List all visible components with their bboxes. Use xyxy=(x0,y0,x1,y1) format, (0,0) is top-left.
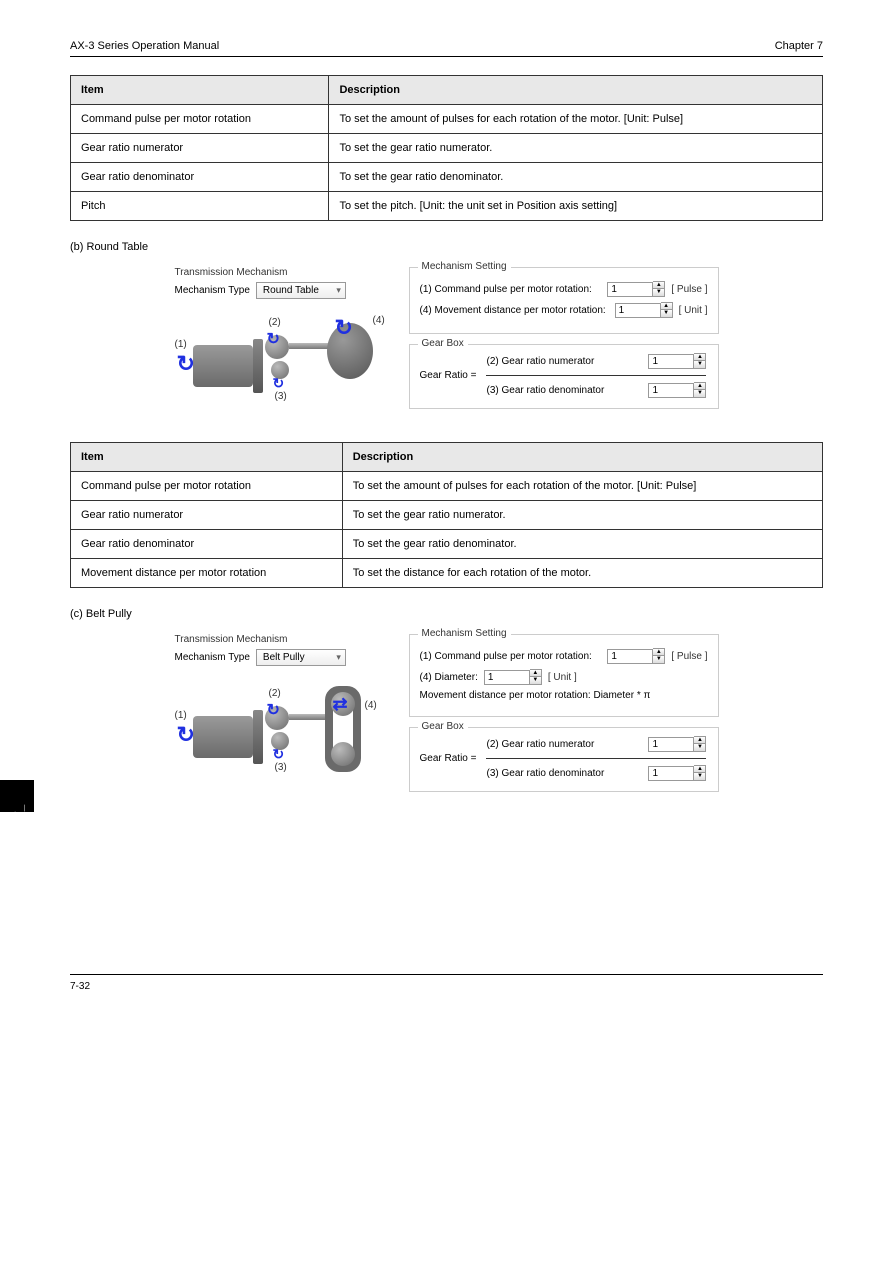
t2-r3a: Gear ratio denominator xyxy=(71,530,343,559)
p1-l2: (4) Movement distance per motor rotation… xyxy=(420,305,609,316)
p2-mt-label: Mechanism Type xyxy=(175,652,250,663)
p2-gear-num-spinner[interactable]: ▲▼ xyxy=(648,736,706,752)
p1-cmd-pulse-spinner[interactable]: ▲▼ xyxy=(607,281,665,297)
t1-r4a: Pitch xyxy=(71,192,329,221)
p2-gear-ratio-label: Gear Ratio = xyxy=(420,753,477,764)
t1-r1a: Command pulse per motor rotation xyxy=(71,105,329,134)
p2-gear-den-spinner[interactable]: ▲▼ xyxy=(648,765,706,781)
t1-r2a: Gear ratio numerator xyxy=(71,134,329,163)
p2-mechanism-setting: Mechanism Setting (1) Command pulse per … xyxy=(409,634,719,717)
p1-gear-num-spinner[interactable]: ▲▼ xyxy=(648,353,706,369)
p1-gear-ratio-label: Gear Ratio = xyxy=(420,370,477,381)
t1-r1b: To set the amount of pulses for each rot… xyxy=(329,105,823,134)
p2-note: Movement distance per motor rotation: Di… xyxy=(420,690,651,701)
p2-l2: (4) Diameter: xyxy=(420,672,478,683)
round-table-diagram: ↻ ↻ ↻ ↻ (1) (2) (3) (4) xyxy=(175,305,385,420)
t1-r2b: To set the gear ratio numerator. xyxy=(329,134,823,163)
chapter-tab: 7_ xyxy=(0,780,34,812)
p2-gear-box: Gear Box Gear Ratio = (2) Gear ratio num… xyxy=(409,727,719,792)
t2-r4b: To set the distance for each rotation of… xyxy=(342,559,822,588)
p1-move-dist-spinner[interactable]: ▲▼ xyxy=(615,302,673,318)
p1-gear-den-spinner[interactable]: ▲▼ xyxy=(648,382,706,398)
p2-title: Transmission Mechanism xyxy=(175,634,395,645)
belt-pully-panel: Transmission Mechanism Mechanism Type Be… xyxy=(169,628,725,808)
p2-cmd-pulse-spinner[interactable]: ▲▼ xyxy=(607,648,665,664)
t2-h2: Description xyxy=(342,443,822,472)
chapter-tab-text: 7_ xyxy=(12,784,26,818)
round-table-panel: Transmission Mechanism Mechanism Type Ro… xyxy=(169,261,725,426)
round-table-table: ItemDescription Command pulse per motor … xyxy=(70,442,823,588)
t1-r4b: To set the pitch. [Unit: the unit set in… xyxy=(329,192,823,221)
header-left: AX-3 Series Operation Manual xyxy=(70,40,219,52)
t2-r1a: Command pulse per motor rotation xyxy=(71,472,343,501)
page-number: 7-32 xyxy=(70,981,90,992)
belt-pully-diagram: ↻ ↻ ↻ ⇄ (1) (2) (3) (4) xyxy=(175,672,385,787)
header-rule xyxy=(70,56,823,57)
section-round-table: (b) Round Table xyxy=(70,241,823,253)
p1-l1: (1) Command pulse per motor rotation: xyxy=(420,284,602,295)
footer: 7-32 xyxy=(70,974,823,992)
p1-title: Transmission Mechanism xyxy=(175,267,395,278)
t2-h1: Item xyxy=(71,443,343,472)
section-belt-pully: (c) Belt Pully xyxy=(70,608,823,620)
t2-r2a: Gear ratio numerator xyxy=(71,501,343,530)
p1-mechanism-setting: Mechanism Setting (1) Command pulse per … xyxy=(409,267,719,334)
t2-r3b: To set the gear ratio denominator. xyxy=(342,530,822,559)
ball-screw-table: ItemDescription Command pulse per motor … xyxy=(70,75,823,221)
mechanism-type-select-2[interactable]: Belt Pully xyxy=(256,649,346,666)
p1-mt-label: Mechanism Type xyxy=(175,285,250,296)
p2-l1: (1) Command pulse per motor rotation: xyxy=(420,651,602,662)
t2-r2b: To set the gear ratio numerator. xyxy=(342,501,822,530)
t1-h1: Item xyxy=(71,76,329,105)
p1-gear-box: Gear Box Gear Ratio = (2) Gear ratio num… xyxy=(409,344,719,409)
t2-r4a: Movement distance per motor rotation xyxy=(71,559,343,588)
t1-r3b: To set the gear ratio denominator. xyxy=(329,163,823,192)
t1-r3a: Gear ratio denominator xyxy=(71,163,329,192)
p2-diameter-spinner[interactable]: ▲▼ xyxy=(484,669,542,685)
t1-h2: Description xyxy=(329,76,823,105)
header-right: Chapter 7 xyxy=(775,40,823,52)
mechanism-type-select[interactable]: Round Table xyxy=(256,282,346,299)
t2-r1b: To set the amount of pulses for each rot… xyxy=(342,472,822,501)
